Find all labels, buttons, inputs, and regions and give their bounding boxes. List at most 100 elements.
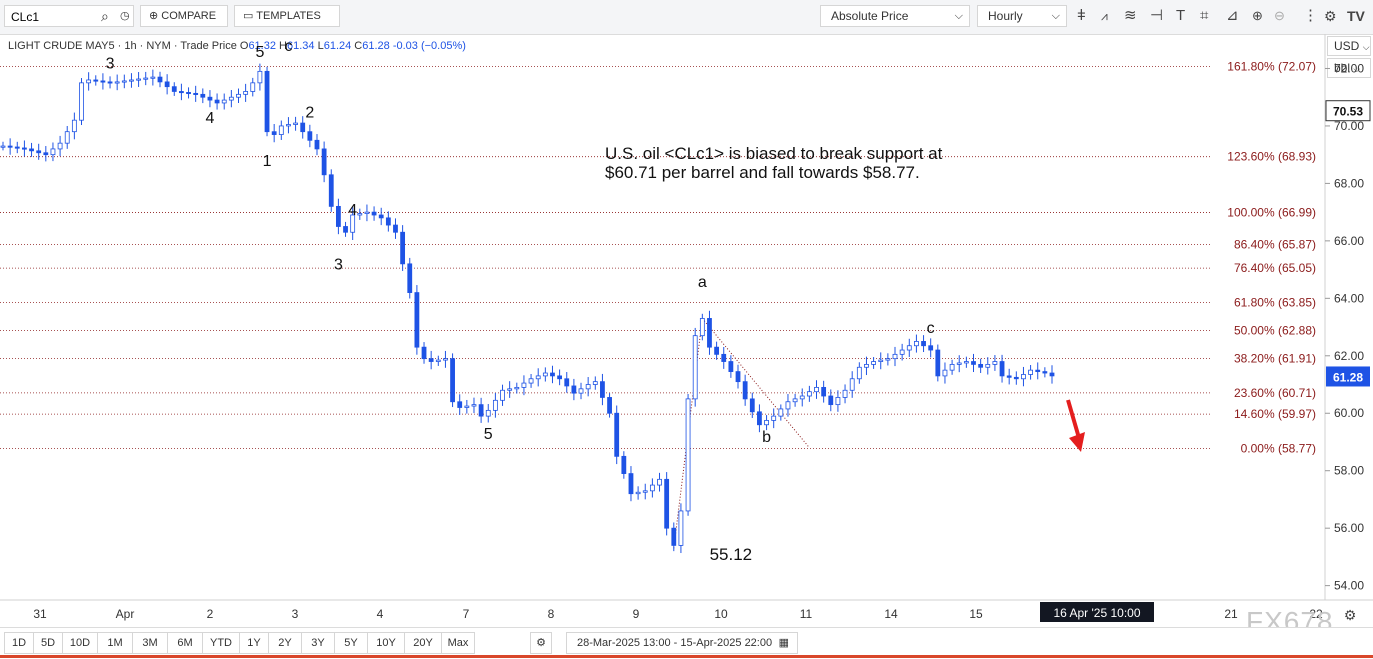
wave-icon[interactable]: ≋: [1124, 7, 1137, 24]
low-label: L: [317, 40, 324, 52]
range-button-5d[interactable]: 5D: [33, 632, 63, 654]
candle-body: [29, 148, 34, 152]
wave-label: 5: [484, 426, 493, 443]
compare-button[interactable]: ⊕ COMPARE: [140, 5, 228, 27]
candle-body: [885, 358, 891, 361]
symbol-search-box[interactable]: ⌕ ◷: [4, 5, 134, 28]
instrument-name: LIGHT CRUDE MAY5 · 1h · NYM · Trade Pric…: [8, 40, 237, 52]
candle-body: [899, 349, 905, 355]
range-button-5y[interactable]: 5Y: [334, 632, 368, 654]
candle-body: [407, 263, 413, 293]
candle-body: [257, 70, 263, 84]
range-button-1y[interactable]: 1Y: [239, 632, 269, 654]
candle-body: [207, 96, 213, 101]
price-chart[interactable]: 161.80% (72.07) 123.60% (68.93) 100.00% (6…: [0, 34, 1373, 627]
unit-select[interactable]: bbl ⌵: [1327, 58, 1371, 78]
templates-button[interactable]: ▭ TEMPLATES: [234, 5, 340, 27]
x-axis: 31 Apr 2 3 4 7 8 9 10 11 14 15 16 Apr '25 10:00 21 22: [33, 602, 1323, 622]
text-tool-icon[interactable]: T: [1176, 7, 1186, 24]
axis-settings-gear-icon: ⚙: [1344, 608, 1357, 624]
fib-label: 61.80% (63.85): [1234, 296, 1316, 310]
candle-body: [928, 345, 934, 351]
candle-body: [57, 142, 63, 150]
annotation-icon[interactable]: ⊿: [1226, 7, 1239, 24]
range-button-6m[interactable]: 6M: [167, 632, 203, 654]
candle-body: [864, 364, 869, 368]
x-tick-label: 7: [463, 607, 470, 621]
candle-body: [314, 139, 320, 150]
date-to: 15-Apr-2025 22:00: [680, 637, 773, 649]
y-tick-label: 66.00: [1334, 234, 1364, 248]
candle-body: [107, 81, 113, 84]
candle-body: [978, 364, 984, 368]
candle-body: [963, 361, 969, 364]
interval-value: Hourly: [988, 9, 1023, 23]
candle-body: [514, 386, 520, 390]
range-button-1d[interactable]: 1D: [4, 632, 34, 654]
candle-body: [228, 96, 234, 101]
fib-tool-icon[interactable]: ⊣: [1150, 7, 1164, 24]
price-type-select[interactable]: Absolute Price ⌵: [820, 5, 970, 27]
candle-body: [935, 349, 941, 377]
candle-body: [749, 398, 755, 413]
fib-label: 38.20% (61.91): [1234, 351, 1316, 365]
candle-body: [0, 145, 6, 148]
gear-icon[interactable]: ⚙: [1324, 8, 1337, 24]
folder-icon: ▭: [243, 10, 254, 22]
candle-body: [692, 335, 698, 400]
range-button-max[interactable]: Max: [441, 632, 475, 654]
fib-label: 161.80% (72.07): [1227, 59, 1316, 73]
candle-body: [478, 404, 484, 417]
fib-label: 100.00% (66.99): [1227, 205, 1316, 219]
range-button-10d[interactable]: 10D: [62, 632, 98, 654]
trend-lines: [673, 318, 810, 549]
range-button-10y[interactable]: 10Y: [367, 632, 405, 654]
x-tick-label: 31: [33, 607, 47, 621]
down-arrow-shaft: [1066, 399, 1081, 439]
plus-circle-icon: ⊕: [149, 10, 159, 22]
more-icon[interactable]: ⋮: [1303, 7, 1318, 24]
x-tick-label: 3: [292, 607, 299, 621]
range-bar: 1D 5D 10D 1M 3M 6M YTD 1Y 2Y 3Y 5Y 10Y 20Y Max ⚙ 28-M…: [0, 627, 1373, 659]
range-button-3y[interactable]: 3Y: [301, 632, 335, 654]
search-icon[interactable]: ⌕: [101, 8, 109, 24]
candle-body: [364, 211, 370, 214]
candle-body: [114, 81, 120, 84]
currency-select[interactable]: USD ⌵: [1327, 36, 1371, 56]
line-chart-icon[interactable]: ⩘: [1101, 9, 1108, 23]
symbol-input[interactable]: [5, 6, 109, 28]
date-separator: -: [673, 637, 681, 649]
range-button-ytd[interactable]: YTD: [202, 632, 240, 654]
range-button-20y[interactable]: 20Y: [404, 632, 442, 654]
x-tick-label: 2: [207, 607, 214, 621]
range-button-2y[interactable]: 2Y: [268, 632, 302, 654]
clock-icon[interactable]: ◷: [120, 10, 130, 22]
candle-body: [500, 389, 505, 401]
candle-body: [200, 93, 206, 98]
shape-tool-icon[interactable]: ⌗: [1200, 7, 1209, 24]
candle-body: [400, 231, 406, 265]
candle-body: [14, 146, 20, 149]
candle-body: [778, 408, 784, 417]
date-range-picker[interactable]: 28-Mar-2025 13:00 - 15-Apr-2025 22:00 ▦: [566, 632, 798, 654]
candles: [0, 63, 1055, 554]
candle-body: [293, 122, 298, 125]
candle-body: [771, 415, 777, 421]
candle-body: [714, 346, 720, 355]
candle-body: [371, 211, 377, 216]
candlestick-icon[interactable]: ǂ: [1077, 7, 1086, 24]
candle-body: [150, 76, 156, 79]
wave-label: 3: [106, 55, 115, 72]
range-settings-gear-icon[interactable]: ⚙: [530, 632, 552, 654]
zoom-in-icon[interactable]: ⊕: [1252, 8, 1263, 23]
candle-body: [186, 92, 191, 95]
candle-body: [992, 361, 998, 365]
interval-select[interactable]: Hourly ⌵: [977, 5, 1067, 27]
x-crosshair-label: 16 Apr '25 10:00: [1053, 606, 1140, 620]
zoom-out-icon[interactable]: ⊖: [1274, 8, 1285, 23]
candle-body: [699, 318, 705, 337]
range-button-1m[interactable]: 1M: [97, 632, 133, 654]
candle-body: [528, 378, 534, 384]
range-button-3m[interactable]: 3M: [132, 632, 168, 654]
candle-body: [264, 70, 270, 133]
